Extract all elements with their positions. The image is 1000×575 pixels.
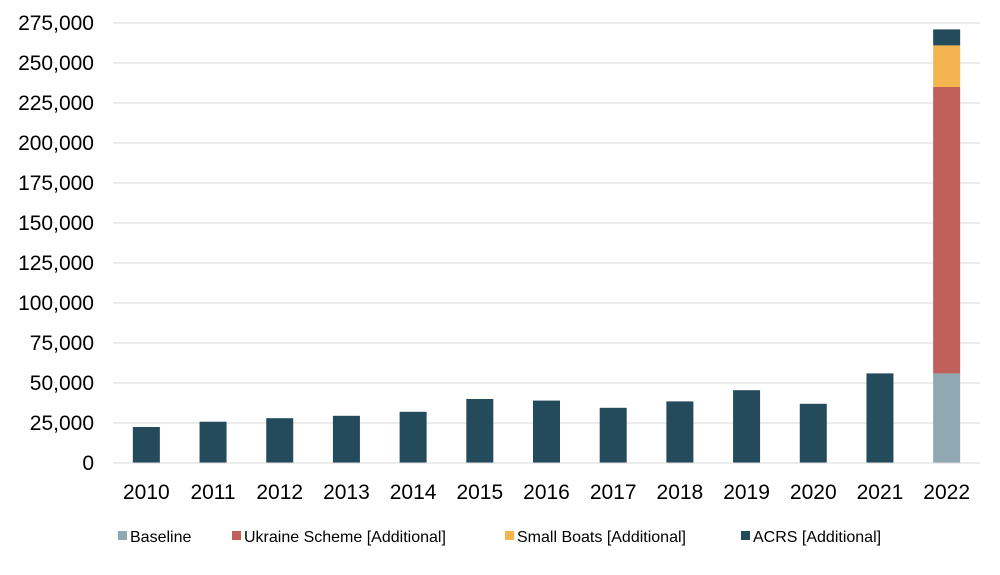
y-tick-label: 200,000 <box>18 132 94 155</box>
bar-2013 <box>332 415 360 463</box>
x-tick-label: 2019 <box>723 481 770 504</box>
bar-2015 <box>466 399 494 463</box>
bar-2019 <box>733 390 761 463</box>
bar-2022-acrs-additional <box>933 29 961 46</box>
y-tick-label: 100,000 <box>18 292 94 315</box>
y-tick-label: 150,000 <box>18 212 94 235</box>
legend-item: Baseline <box>118 529 191 546</box>
legend-label: Baseline <box>130 529 191 546</box>
y-tick-label: 50,000 <box>30 372 94 395</box>
bar-2011 <box>199 421 227 463</box>
legend-label: Small Boats [Additional] <box>517 529 686 546</box>
x-tick-label: 2010 <box>123 481 170 504</box>
y-tick-label: 125,000 <box>18 252 94 275</box>
legend-swatch <box>505 531 514 540</box>
x-tick-label: 2011 <box>190 481 235 504</box>
bar-2010 <box>132 427 160 463</box>
bar-2018 <box>666 401 694 463</box>
legend-label: ACRS [Additional] <box>753 529 881 546</box>
x-tick-label: 2016 <box>523 481 570 504</box>
x-tick-label: 2013 <box>323 481 370 504</box>
y-tick-label: 275,000 <box>18 12 94 35</box>
y-tick-label: 0 <box>82 452 94 475</box>
bar-2016 <box>533 400 560 463</box>
legend-item: ACRS [Additional] <box>741 529 881 546</box>
x-tick-label: 2012 <box>256 481 303 504</box>
y-tick-label: 25,000 <box>30 412 94 435</box>
bar-2022-baseline <box>933 373 961 463</box>
x-tick-label: 2020 <box>790 481 837 504</box>
x-tick-label: 2022 <box>923 481 970 504</box>
legend-label: Ukraine Scheme [Additional] <box>244 529 446 546</box>
bar-2012 <box>266 418 294 463</box>
y-tick-label: 225,000 <box>18 92 94 115</box>
legend-item: Small Boats [Additional] <box>505 529 686 546</box>
x-tick-label: 2015 <box>456 481 503 504</box>
x-tick-label: 2017 <box>590 481 637 504</box>
gridlines <box>113 22 980 424</box>
bar-2022-ukraine-scheme-additional <box>933 87 961 374</box>
legend-swatch <box>118 531 127 540</box>
x-tick-label: 2018 <box>657 481 704 504</box>
legend-item: Ukraine Scheme [Additional] <box>232 529 446 546</box>
bar-2014 <box>399 411 427 463</box>
y-axis-tick-labels: 0 25,000 50,000 75,000 100,000 125,000 150,000… <box>18 12 94 475</box>
x-tick-label: 2014 <box>390 481 437 504</box>
bar-2017 <box>599 407 627 463</box>
y-tick-label: 250,000 <box>18 52 94 75</box>
legend-swatch <box>232 531 241 540</box>
x-axis-tick-labels: 2010 2011 2012 2013 2014 2015 2016 2017 2018 2019… <box>123 481 970 504</box>
bar-2021 <box>866 373 894 463</box>
bar-2020 <box>799 403 827 463</box>
legend-swatch <box>741 531 750 540</box>
legend: Baseline Ukraine Scheme [Additional] Small… <box>118 529 881 546</box>
y-tick-label: 175,000 <box>18 172 94 195</box>
x-tick-label: 2021 <box>857 481 904 504</box>
y-tick-label: 75,000 <box>30 332 94 355</box>
bars <box>132 29 961 463</box>
bar-2022-small-boats-additional <box>933 45 961 87</box>
